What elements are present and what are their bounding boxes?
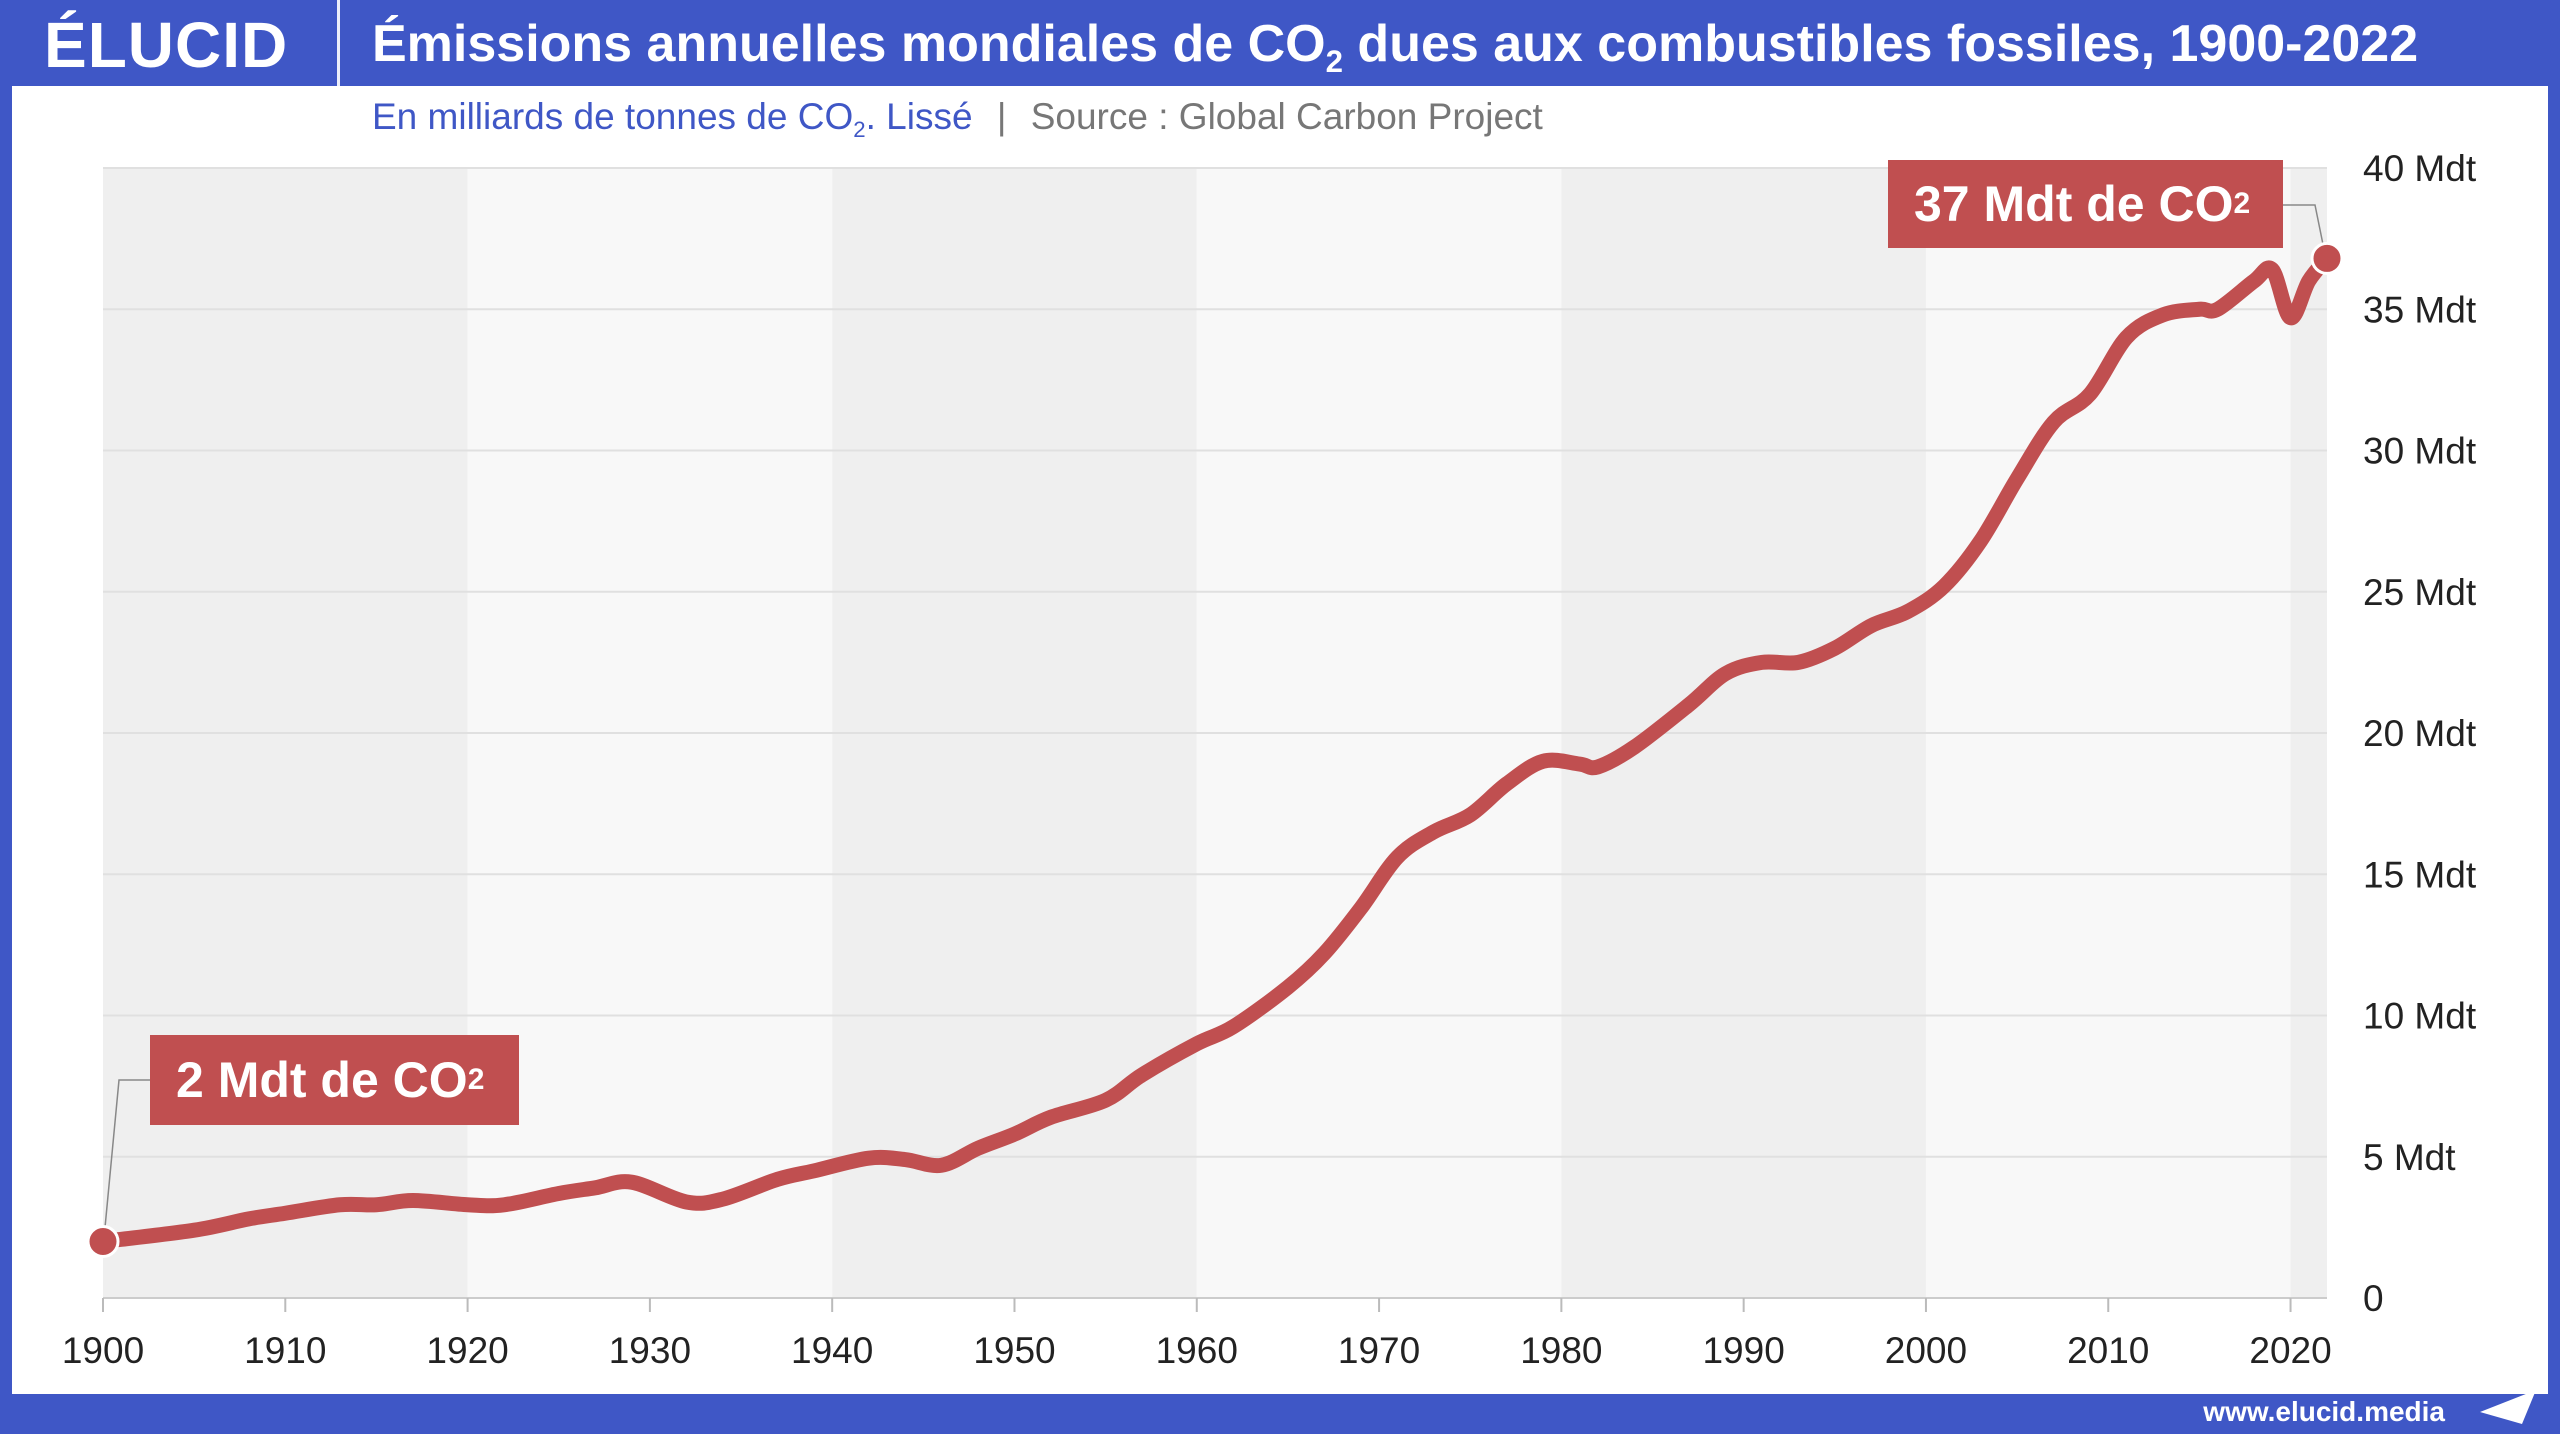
x-tick-label: 2010 — [2067, 1330, 2149, 1371]
y-tick-label: 0 — [2363, 1278, 2384, 1319]
annotation-start: 2 Mdt de CO 2 — [150, 1035, 519, 1125]
annotation-connector — [2283, 204, 2324, 245]
x-tick-label: 2000 — [1885, 1330, 1967, 1371]
header: ÉLUCID Émissions annuelles mondiales de … — [0, 0, 2560, 86]
y-tick-label: 30 Mdt — [2363, 431, 2477, 472]
emissions-line — [95, 250, 2335, 1249]
paper-plane-icon — [2480, 1390, 2536, 1424]
x-tick-label: 1920 — [426, 1330, 508, 1371]
x-tick-label: 2020 — [2249, 1330, 2331, 1371]
x-tick-label: 1900 — [62, 1330, 144, 1371]
chart-subtitle: En milliards de tonnes de CO2. Lissé | S… — [372, 96, 1543, 142]
chart-title: Émissions annuelles mondiales de CO2 due… — [372, 15, 2419, 79]
x-tick-label: 1940 — [791, 1330, 873, 1371]
x-tick-label: 1990 — [1702, 1330, 1784, 1371]
y-tick-label: 35 Mdt — [2363, 289, 2477, 330]
header-separator — [337, 0, 340, 86]
elucid-logo: ÉLUCID — [44, 9, 289, 81]
y-tick-label: 10 Mdt — [2363, 996, 2477, 1037]
source-label: Source : Global Carbon Project — [1030, 96, 1543, 137]
x-tick-label: 1970 — [1338, 1330, 1420, 1371]
x-tick-label: 1960 — [1156, 1330, 1238, 1371]
y-tick-label: 25 Mdt — [2363, 572, 2477, 613]
footer-url[interactable]: www.elucid.media — [2203, 1396, 2445, 1427]
end-point — [2310, 241, 2344, 275]
y-tick-label: 5 Mdt — [2363, 1137, 2456, 1178]
x-tick-label: 1930 — [609, 1330, 691, 1371]
start-point — [86, 1225, 120, 1258]
annotation-connector — [104, 1079, 150, 1228]
x-tick-label: 1910 — [244, 1330, 326, 1371]
y-tick-label: 20 Mdt — [2363, 713, 2477, 754]
y-tick-label: 15 Mdt — [2363, 854, 2477, 895]
y-tick-label: 40 Mdt — [2363, 148, 2477, 189]
x-tick-label: 1950 — [973, 1330, 1055, 1371]
x-tick-label: 1980 — [1520, 1330, 1602, 1371]
annotation-end: 37 Mdt de CO 2 — [1888, 160, 2283, 248]
